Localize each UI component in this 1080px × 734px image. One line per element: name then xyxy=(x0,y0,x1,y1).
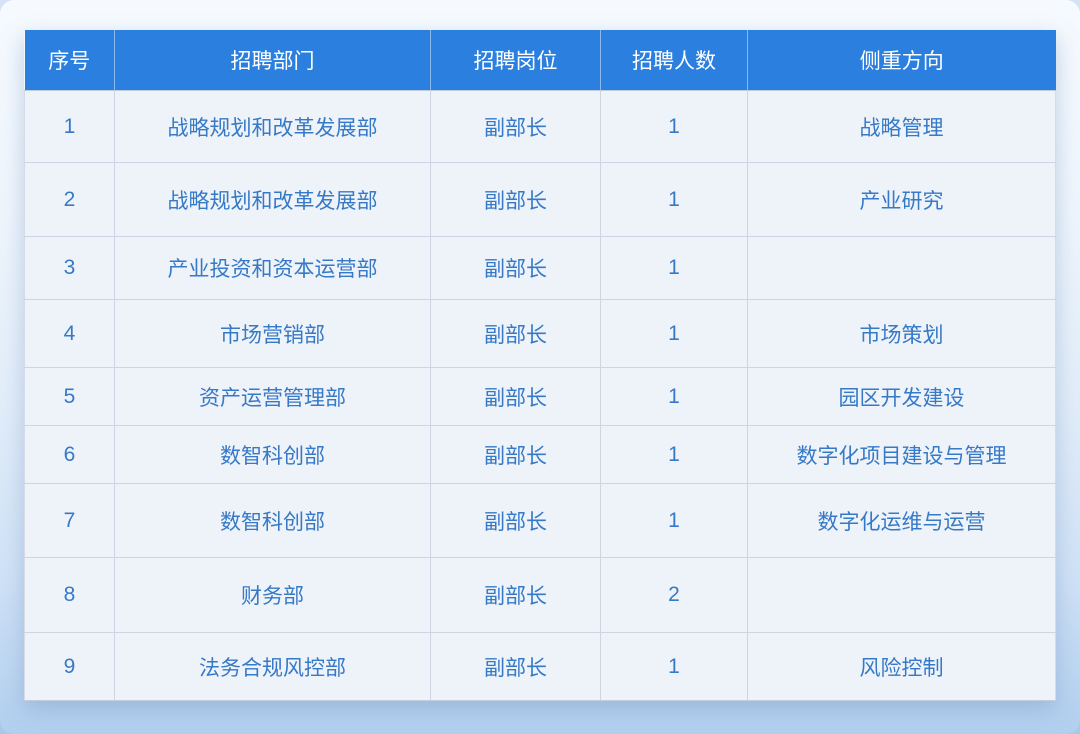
cell-headcount: 1 xyxy=(600,162,748,237)
cell-department: 数智科创部 xyxy=(114,425,431,484)
cell-headcount: 1 xyxy=(600,90,748,163)
cell-department: 产业投资和资本运营部 xyxy=(114,236,431,300)
cell-department: 法务合规风控部 xyxy=(114,632,431,701)
cell-position: 副部长 xyxy=(430,90,601,163)
header-cell-department: 招聘部门 xyxy=(114,30,431,91)
cell-focus: 战略管理 xyxy=(747,90,1056,163)
table-row: 2 战略规划和改革发展部 副部长 1 产业研究 xyxy=(24,162,1056,237)
table-row: 5 资产运营管理部 副部长 1 园区开发建设 xyxy=(24,367,1056,426)
cell-seq: 4 xyxy=(24,299,115,368)
cell-headcount: 1 xyxy=(600,632,748,701)
cell-headcount: 1 xyxy=(600,425,748,484)
table-row: 8 财务部 副部长 2 xyxy=(24,557,1056,633)
cell-department: 财务部 xyxy=(114,557,431,633)
cell-seq: 5 xyxy=(24,367,115,426)
cell-focus xyxy=(747,236,1056,300)
cell-focus: 数字化项目建设与管理 xyxy=(747,425,1056,484)
header-cell-headcount: 招聘人数 xyxy=(600,30,748,91)
cell-focus: 产业研究 xyxy=(747,162,1056,237)
cell-focus: 园区开发建设 xyxy=(747,367,1056,426)
cell-position: 副部长 xyxy=(430,236,601,300)
cell-headcount: 1 xyxy=(600,483,748,558)
cell-seq: 2 xyxy=(24,162,115,237)
cell-focus xyxy=(747,557,1056,633)
cell-seq: 1 xyxy=(24,90,115,163)
table-row: 4 市场营销部 副部长 1 市场策划 xyxy=(24,299,1056,368)
cell-department: 战略规划和改革发展部 xyxy=(114,162,431,237)
cell-focus: 市场策划 xyxy=(747,299,1056,368)
cell-position: 副部长 xyxy=(430,557,601,633)
header-cell-position: 招聘岗位 xyxy=(430,30,601,91)
cell-position: 副部长 xyxy=(430,632,601,701)
table-row: 1 战略规划和改革发展部 副部长 1 战略管理 xyxy=(24,90,1056,163)
cell-department: 战略规划和改革发展部 xyxy=(114,90,431,163)
cell-focus: 数字化运维与运营 xyxy=(747,483,1056,558)
cell-seq: 9 xyxy=(24,632,115,701)
cell-headcount: 2 xyxy=(600,557,748,633)
table-row: 6 数智科创部 副部长 1 数字化项目建设与管理 xyxy=(24,425,1056,484)
header-cell-focus: 侧重方向 xyxy=(747,30,1056,91)
cell-position: 副部长 xyxy=(430,483,601,558)
cell-position: 副部长 xyxy=(430,299,601,368)
table-header-row: 序号 招聘部门 招聘岗位 招聘人数 侧重方向 xyxy=(24,30,1056,91)
cell-headcount: 1 xyxy=(600,236,748,300)
table-row: 7 数智科创部 副部长 1 数字化运维与运营 xyxy=(24,483,1056,558)
cell-seq: 8 xyxy=(24,557,115,633)
header-cell-seq: 序号 xyxy=(24,30,115,91)
cell-seq: 6 xyxy=(24,425,115,484)
cell-department: 市场营销部 xyxy=(114,299,431,368)
cell-department: 资产运营管理部 xyxy=(114,367,431,426)
cell-headcount: 1 xyxy=(600,299,748,368)
cell-position: 副部长 xyxy=(430,425,601,484)
recruitment-table: 序号 招聘部门 招聘岗位 招聘人数 侧重方向 1 战略规划和改革发展部 副部长 … xyxy=(24,30,1056,701)
cell-headcount: 1 xyxy=(600,367,748,426)
table-row: 3 产业投资和资本运营部 副部长 1 xyxy=(24,236,1056,300)
cell-seq: 7 xyxy=(24,483,115,558)
cell-focus: 风险控制 xyxy=(747,632,1056,701)
cell-position: 副部长 xyxy=(430,367,601,426)
cell-seq: 3 xyxy=(24,236,115,300)
cell-position: 副部长 xyxy=(430,162,601,237)
cell-department: 数智科创部 xyxy=(114,483,431,558)
table-row: 9 法务合规风控部 副部长 1 风险控制 xyxy=(24,632,1056,701)
